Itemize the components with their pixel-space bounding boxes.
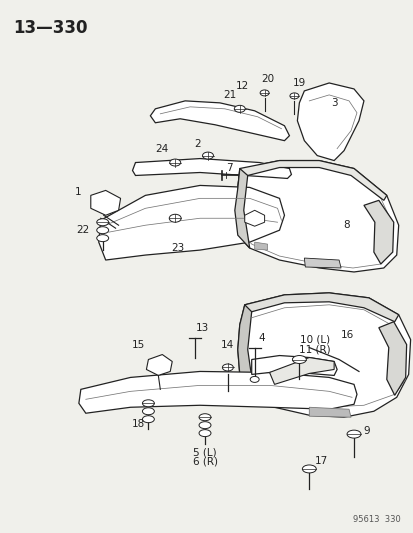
Ellipse shape: [142, 416, 154, 423]
Text: 9: 9: [363, 426, 369, 436]
Ellipse shape: [142, 400, 154, 407]
Ellipse shape: [169, 159, 180, 166]
Ellipse shape: [202, 152, 213, 159]
Ellipse shape: [199, 430, 211, 437]
Polygon shape: [363, 200, 393, 264]
Text: 13—330: 13—330: [13, 19, 88, 37]
Text: 22: 22: [76, 225, 89, 235]
Ellipse shape: [222, 364, 233, 371]
Ellipse shape: [289, 93, 298, 99]
Polygon shape: [234, 168, 249, 248]
Text: 19: 19: [292, 78, 305, 88]
Ellipse shape: [301, 465, 316, 473]
Ellipse shape: [199, 422, 211, 429]
Text: 8: 8: [343, 220, 349, 230]
Polygon shape: [237, 293, 410, 417]
Text: 17: 17: [314, 456, 327, 466]
Ellipse shape: [97, 227, 108, 233]
Ellipse shape: [249, 376, 259, 382]
Ellipse shape: [97, 219, 108, 225]
Polygon shape: [234, 160, 398, 272]
Text: 1: 1: [74, 188, 81, 197]
Polygon shape: [309, 407, 350, 417]
Polygon shape: [146, 354, 172, 375]
Text: 3: 3: [330, 98, 337, 108]
Text: 12: 12: [235, 81, 249, 91]
Text: 5 (L): 5 (L): [193, 447, 216, 457]
Ellipse shape: [199, 414, 211, 421]
Text: 14: 14: [221, 340, 234, 350]
Polygon shape: [244, 211, 264, 226]
Ellipse shape: [234, 106, 244, 112]
Text: 6 (R): 6 (R): [192, 457, 217, 467]
Polygon shape: [132, 158, 291, 179]
Text: 18: 18: [131, 419, 145, 429]
Ellipse shape: [346, 430, 360, 438]
Text: 23: 23: [171, 243, 184, 253]
Text: 7: 7: [226, 163, 233, 173]
Polygon shape: [244, 293, 398, 322]
Text: 2: 2: [193, 139, 200, 149]
Ellipse shape: [292, 356, 306, 364]
Polygon shape: [269, 358, 333, 384]
Polygon shape: [251, 356, 336, 375]
Polygon shape: [237, 160, 386, 200]
Ellipse shape: [142, 408, 154, 415]
Polygon shape: [378, 322, 406, 395]
Text: 15: 15: [131, 340, 145, 350]
Text: 21: 21: [223, 90, 236, 100]
Polygon shape: [254, 242, 267, 250]
Text: 95613  330: 95613 330: [352, 515, 400, 523]
Polygon shape: [150, 101, 289, 141]
Polygon shape: [90, 190, 120, 215]
Ellipse shape: [169, 214, 181, 222]
Ellipse shape: [259, 90, 268, 96]
Text: 16: 16: [339, 329, 353, 340]
Text: 11 (R): 11 (R): [299, 344, 330, 354]
Polygon shape: [304, 258, 340, 268]
Polygon shape: [237, 305, 251, 394]
Text: 4: 4: [258, 333, 264, 343]
Polygon shape: [98, 185, 284, 260]
Text: 13: 13: [195, 322, 208, 333]
Text: 10 (L): 10 (L): [299, 335, 330, 345]
Text: 20: 20: [261, 74, 273, 84]
Polygon shape: [78, 372, 356, 413]
Ellipse shape: [97, 235, 108, 241]
Polygon shape: [297, 83, 363, 160]
Text: 24: 24: [155, 143, 169, 154]
